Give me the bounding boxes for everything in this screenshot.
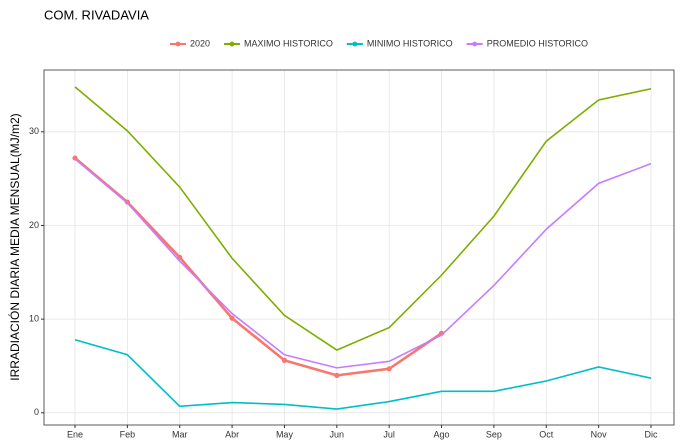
y-tick-label: 30 bbox=[29, 126, 39, 136]
x-tick-label: Sep bbox=[486, 429, 502, 439]
x-tick-label: Ene bbox=[67, 429, 83, 439]
x-tick-label: Abr bbox=[225, 429, 239, 439]
x-tick-label: Oct bbox=[539, 429, 554, 439]
legend: 2020 MAXIMO HISTORICO MINIMO HISTORICO PROM… bbox=[169, 38, 588, 48]
x-tick-label: May bbox=[276, 429, 294, 439]
y-tick-label: 0 bbox=[34, 407, 39, 417]
legend-swatch-point bbox=[229, 41, 235, 47]
legend-swatch-point bbox=[175, 41, 181, 47]
x-tick-label: Feb bbox=[120, 429, 136, 439]
data-point bbox=[281, 357, 288, 363]
series-line bbox=[74, 157, 443, 377]
legend-swatch-point bbox=[352, 41, 358, 47]
legend-item: PROMEDIO HISTORICO bbox=[466, 38, 588, 48]
data-point bbox=[229, 315, 235, 321]
legend-swatch-point bbox=[472, 41, 478, 47]
x-tick-label: Jun bbox=[330, 429, 345, 439]
data-point bbox=[334, 372, 340, 378]
plot-border bbox=[43, 69, 675, 426]
legend-item: MAXIMO HISTORICO bbox=[224, 38, 333, 48]
chart-title: COM. RIVADAVIA bbox=[44, 7, 149, 22]
x-tick-label: Jul bbox=[383, 429, 395, 439]
x-tick-label: Ago bbox=[434, 429, 450, 439]
legend-item: 2020 bbox=[169, 38, 210, 48]
x-tick-label: Dic bbox=[645, 429, 658, 439]
y-tick-label: 20 bbox=[29, 220, 39, 230]
legend-item: MINIMO HISTORICO bbox=[346, 38, 453, 48]
y-tick-label: 10 bbox=[29, 314, 39, 324]
y-axis-label: IRRADIACIÓN DIARIA MEDIA MENSUAL(MJ/m2) bbox=[7, 113, 22, 380]
series-line bbox=[74, 338, 652, 410]
series-line bbox=[74, 86, 652, 351]
legend-label: PROMEDIO HISTORICO bbox=[487, 38, 588, 48]
x-tick-label: Nov bbox=[591, 429, 608, 439]
x-tick-label: Mar bbox=[172, 429, 188, 439]
series-line bbox=[74, 158, 652, 369]
legend-label: MAXIMO HISTORICO bbox=[244, 38, 333, 48]
data-point bbox=[386, 366, 392, 372]
legend-label: 2020 bbox=[190, 38, 210, 48]
legend-label: MINIMO HISTORICO bbox=[367, 38, 453, 48]
